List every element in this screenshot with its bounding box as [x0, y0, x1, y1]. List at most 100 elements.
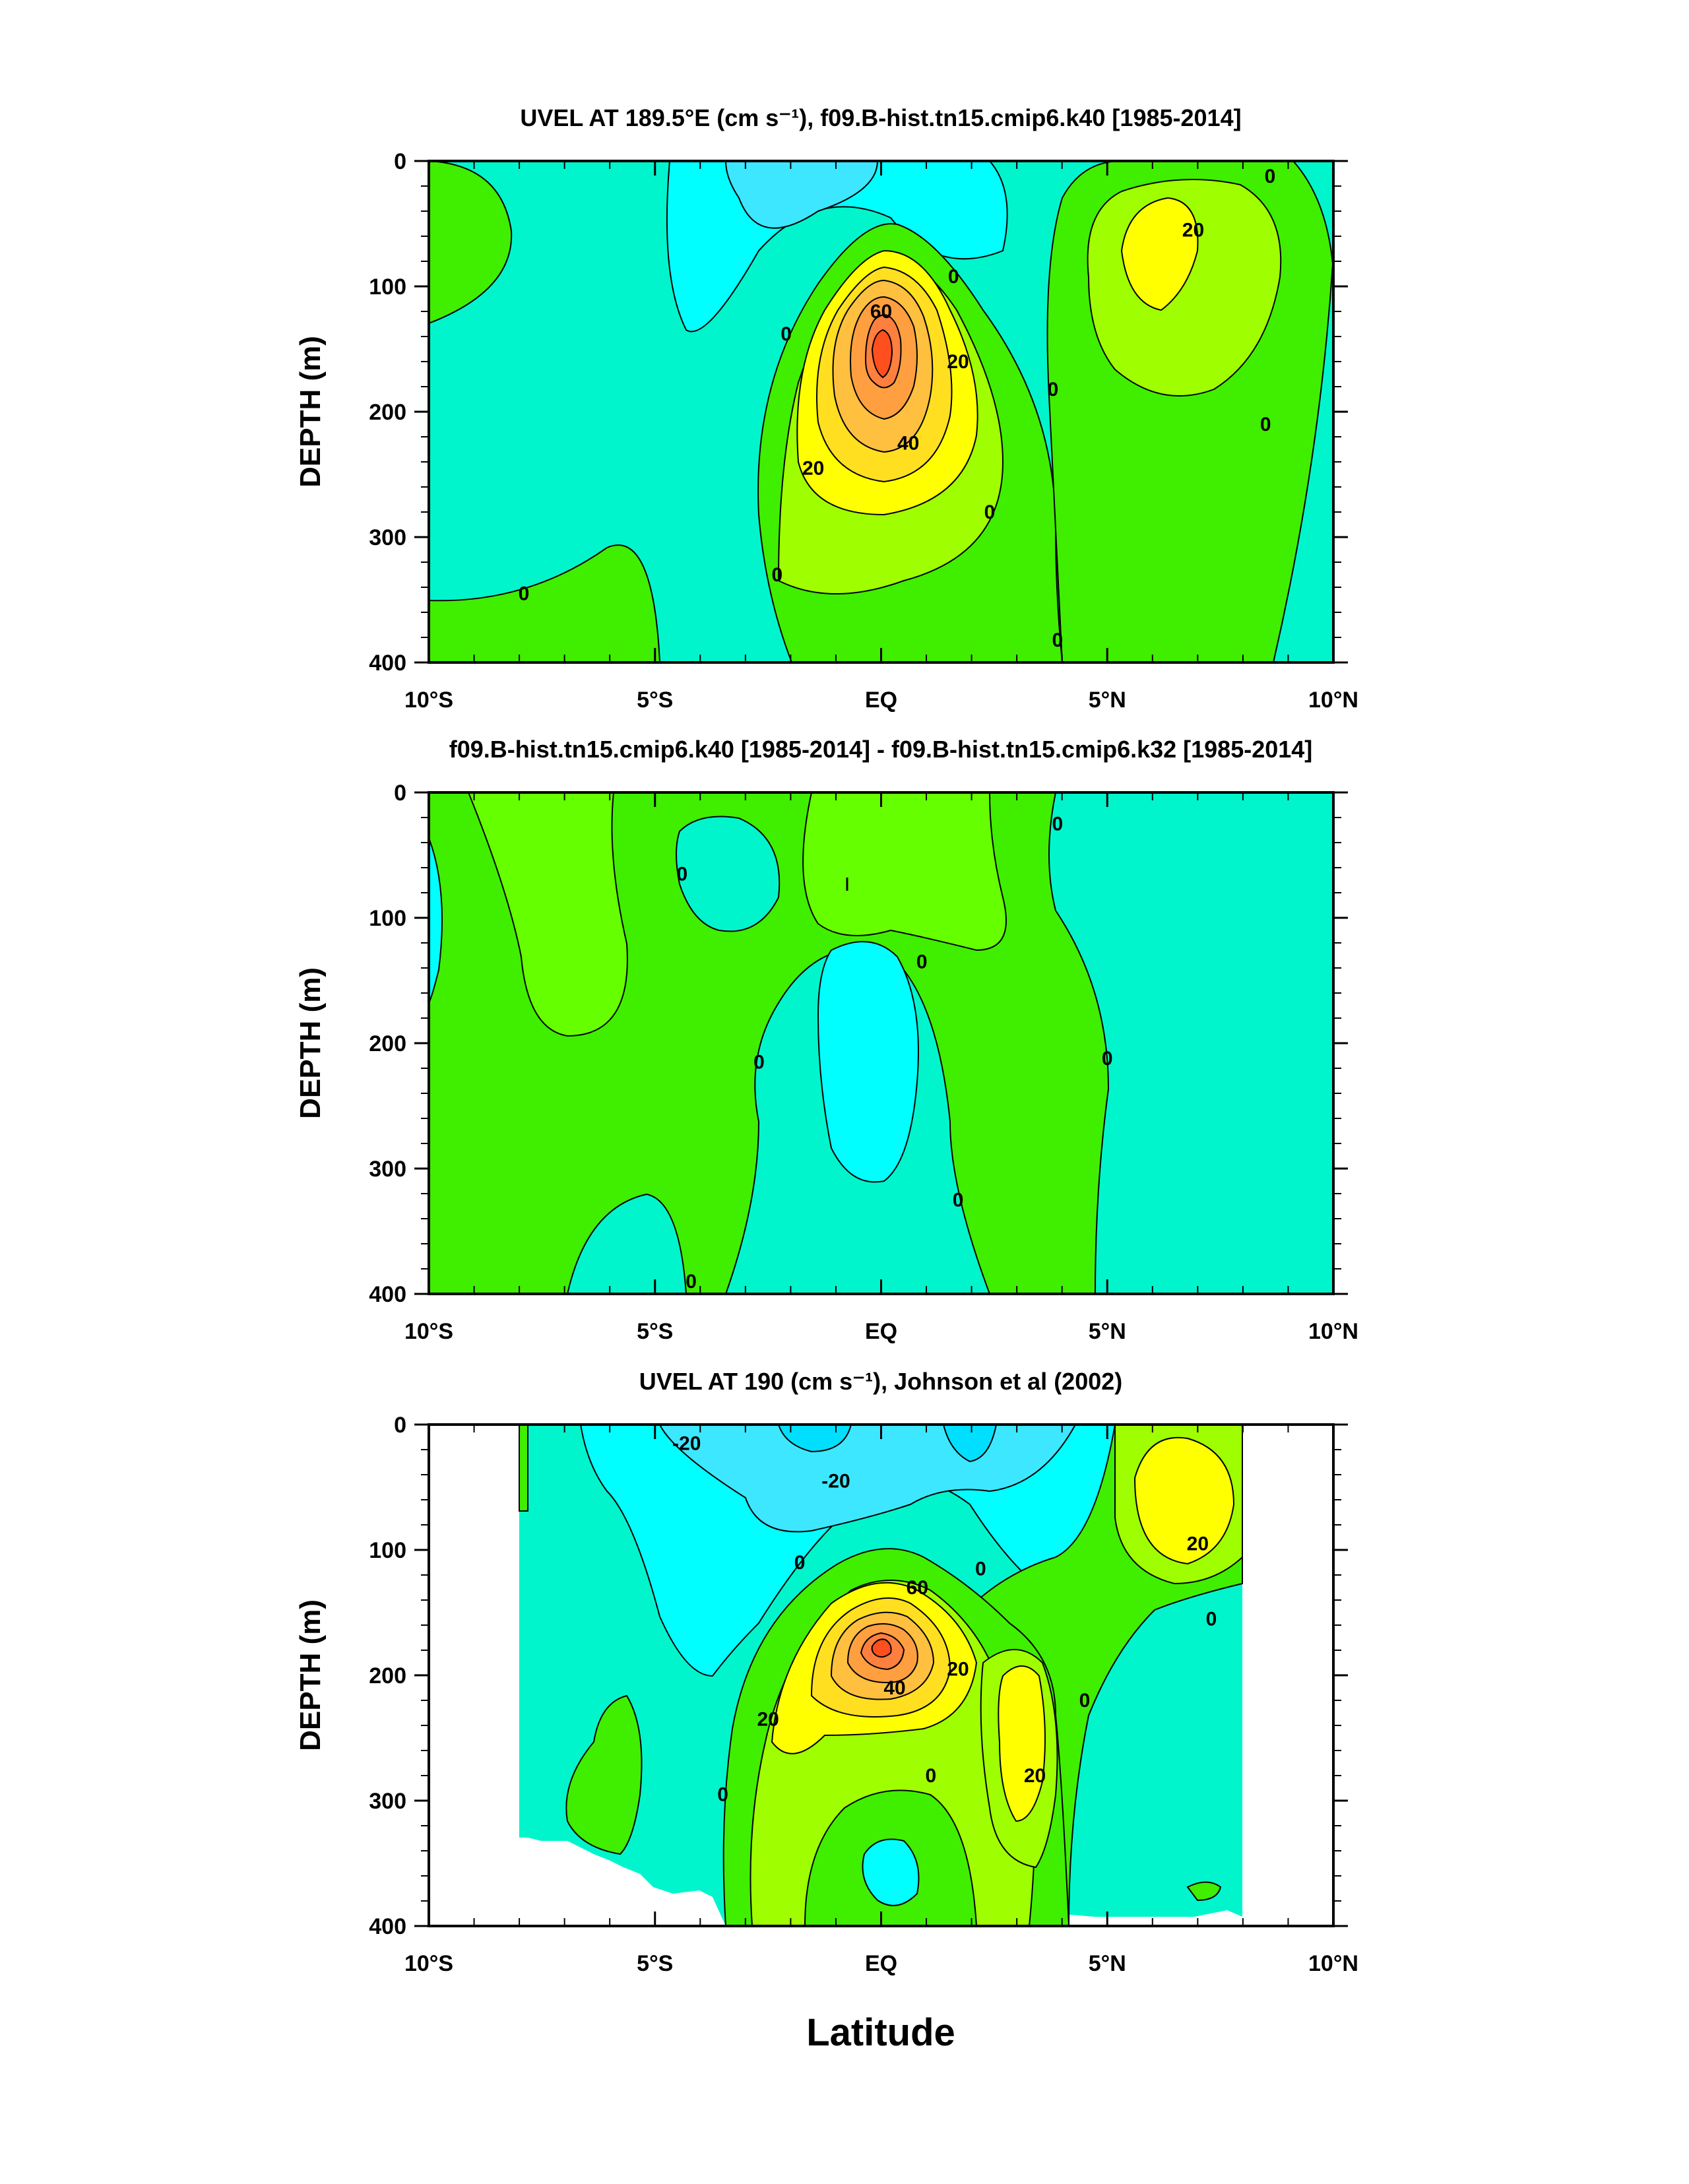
x-tick-label: 5°N [1089, 1951, 1126, 1976]
panel-1-deep-patch [429, 544, 661, 662]
y-tick-label: 100 [369, 274, 406, 300]
contour-label: 60 [907, 1577, 928, 1599]
contour-label: 20 [1024, 1765, 1046, 1787]
panel-2-title: f09.B-hist.tn15.cmip6.k40 [1985-2014] - … [449, 736, 1313, 763]
panel-1-jet-core [871, 329, 893, 379]
panel-3-south-blob [565, 1694, 643, 1855]
contour-label: 0 [771, 564, 782, 586]
panel-3-contour-labels: 60 40 20 20 20 20 -20 -20 0 0 0 0 0 0 [672, 1433, 1217, 1806]
panel-2-ylabel: DEPTH (m) [294, 967, 327, 1119]
x-tick-label: 10°N [1308, 688, 1358, 713]
panel-1-contour-labels: 60 40 20 20 20 0 0 0 0 0 0 0 0 0 [519, 166, 1276, 651]
contour-label: 0 [916, 951, 928, 973]
x-tick-label: 10°S [404, 688, 453, 713]
x-tick-label: 5°S [637, 688, 673, 713]
panel-1-ylabel: DEPTH (m) [294, 336, 327, 488]
panel-3: UVEL AT 190 (cm s⁻¹), Johnson et al (200… [294, 1368, 1358, 1976]
panel-1-contour-field [429, 161, 1333, 662]
contour-label: 0 [717, 1784, 728, 1806]
contour-label: 0 [953, 1190, 964, 1211]
contour-label: 40 [897, 433, 919, 455]
y-tick-label: 0 [394, 149, 406, 174]
contour-label: 0 [1260, 414, 1271, 435]
panel-2-contour-field [429, 792, 1333, 1294]
contour-label: 40 [883, 1677, 905, 1699]
contour-label: 0 [948, 266, 959, 288]
x-tick-label: EQ [865, 1951, 897, 1976]
contour-label: 0 [1102, 1048, 1113, 1070]
panel-3-deep-cyan [862, 1838, 920, 1906]
panel-2-negative-core [817, 941, 919, 1183]
panel-3-west-strip [519, 1425, 528, 1512]
panel-2-strong-center [802, 792, 1007, 951]
panel-1-north-c20 [1120, 197, 1199, 311]
x-tick-label: EQ [865, 688, 897, 713]
contour-label: 0 [1052, 814, 1064, 835]
x-tick-label: 10°N [1308, 1951, 1358, 1976]
panel-3-north-c20 [1133, 1436, 1235, 1565]
contour-label: -20 [672, 1433, 701, 1455]
contour-label: 0 [1265, 166, 1276, 187]
y-tick-label: 0 [394, 1413, 406, 1438]
x-tick-label: 5°S [637, 1951, 673, 1976]
contour-label: 0 [926, 1765, 937, 1787]
panel-2-west-edge [429, 837, 443, 1004]
x-tick-label: EQ [865, 1319, 897, 1344]
contour-label: 20 [757, 1709, 779, 1731]
contour-label: 0 [1079, 1690, 1091, 1712]
panel-3-secondary-c20 [998, 1665, 1046, 1822]
contour-label: 0 [1052, 629, 1064, 651]
contour-label: 0 [519, 583, 530, 605]
y-tick-label: 400 [369, 1914, 406, 1939]
panel-3-contour-field [429, 1425, 1333, 1926]
panel-3-ylabel: DEPTH (m) [294, 1599, 327, 1751]
figure-xlabel: Latitude [806, 2011, 955, 2054]
y-tick-label: 0 [394, 781, 406, 806]
contour-label: 0 [685, 1271, 697, 1293]
contour-label: 0 [753, 1052, 765, 1074]
y-tick-label: 100 [369, 906, 406, 931]
contour-label: 0 [1206, 1609, 1217, 1630]
panel-2-blue-patch-west [676, 816, 781, 932]
contour-label: 20 [947, 351, 969, 373]
panel-3-min-core-2 [942, 1425, 998, 1463]
y-tick-label: 100 [369, 1538, 406, 1563]
contour-label: 20 [1187, 1533, 1209, 1555]
panel-1-west-patch [429, 161, 513, 325]
panel-2-strong-west [467, 792, 628, 1037]
x-tick-label: 5°N [1089, 688, 1126, 713]
x-tick-label: 5°S [637, 1319, 673, 1344]
contour-label: 0 [975, 1558, 986, 1580]
contour-label: 0 [677, 864, 688, 885]
y-tick-label: 300 [369, 1789, 406, 1814]
contour-label: 60 [870, 301, 892, 323]
y-tick-label: 400 [369, 651, 406, 676]
panel-1-title: UVEL AT 189.5°E (cm s⁻¹), f09.B-hist.tn1… [520, 104, 1241, 131]
y-tick-label: 300 [369, 525, 406, 550]
contour-label: 20 [802, 458, 824, 480]
contour-label: 0 [794, 1552, 806, 1574]
x-tick-label: 10°N [1308, 1319, 1358, 1344]
panel-3-title: UVEL AT 190 (cm s⁻¹), Johnson et al (200… [639, 1368, 1123, 1395]
contour-label: 0 [984, 501, 996, 523]
y-tick-label: 200 [369, 1663, 406, 1688]
panel-2-axes: 10°S 5°S EQ 5°N 10°N 0 100 200 300 400 [369, 781, 1358, 1344]
panel-3-min-core [777, 1425, 852, 1453]
x-tick-label: 10°S [404, 1319, 453, 1344]
panel-1-min-region [724, 161, 879, 229]
contour-label: 20 [947, 1659, 969, 1681]
contour-label: 0 [1048, 379, 1059, 401]
panel-2-contour-labels: 0 0 0 0 0 0 0 [677, 814, 1113, 1293]
x-tick-label: 10°S [404, 1951, 453, 1976]
panel-2: f09.B-hist.tn15.cmip6.k40 [1985-2014] - … [294, 736, 1358, 1344]
panel-3-jet-core [871, 1638, 892, 1658]
contour-label: 20 [1182, 220, 1204, 241]
contour-label: 0 [781, 323, 792, 345]
y-tick-label: 300 [369, 1157, 406, 1182]
y-tick-label: 200 [369, 400, 406, 425]
y-tick-label: 200 [369, 1031, 406, 1056]
x-tick-label: 5°N [1089, 1319, 1126, 1344]
